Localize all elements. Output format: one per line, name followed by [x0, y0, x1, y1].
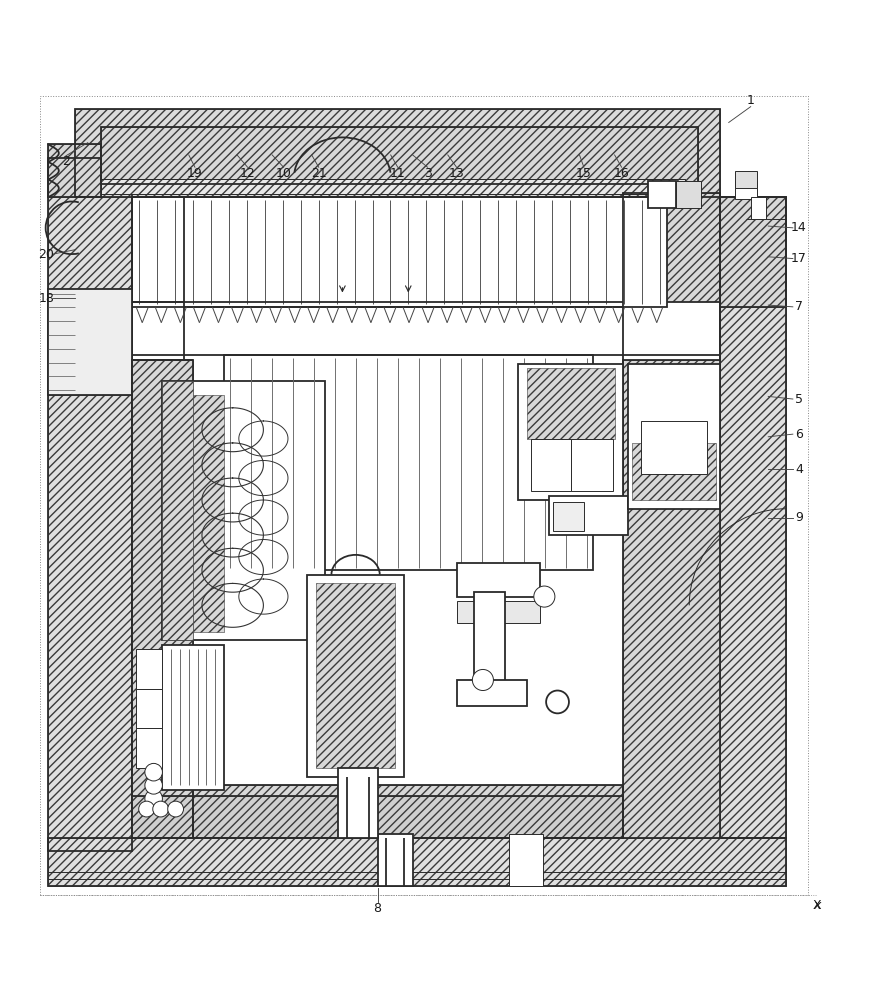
Bar: [39, 96, 807, 895]
Bar: [719, 197, 785, 307]
Text: 16: 16: [613, 167, 629, 180]
Bar: [307, 575, 403, 777]
Bar: [456, 601, 539, 623]
Bar: [132, 197, 184, 360]
Bar: [136, 649, 162, 689]
Bar: [526, 368, 614, 439]
Text: 1: 1: [746, 94, 753, 107]
Text: 8: 8: [373, 902, 381, 915]
Bar: [474, 592, 504, 684]
Bar: [623, 193, 719, 364]
Text: 20: 20: [39, 248, 54, 261]
Bar: [623, 360, 719, 838]
Bar: [570, 439, 612, 491]
Bar: [132, 302, 719, 838]
Bar: [101, 179, 684, 194]
Bar: [734, 181, 756, 199]
Circle shape: [153, 801, 168, 817]
Bar: [316, 583, 395, 768]
Text: 9: 9: [795, 511, 802, 524]
Text: 5: 5: [794, 393, 802, 406]
Text: 12: 12: [239, 167, 255, 180]
Bar: [623, 193, 719, 364]
Bar: [647, 181, 675, 208]
Bar: [631, 443, 715, 500]
Text: 15: 15: [575, 167, 591, 180]
Circle shape: [472, 669, 493, 691]
Bar: [734, 171, 756, 188]
Circle shape: [533, 586, 554, 607]
Bar: [48, 838, 785, 886]
Bar: [101, 179, 684, 194]
Circle shape: [139, 801, 154, 817]
Bar: [338, 768, 377, 838]
Text: 3: 3: [424, 167, 431, 180]
Text: 6: 6: [795, 428, 802, 441]
Bar: [456, 563, 539, 597]
Text: x: x: [812, 899, 819, 912]
Text: 4: 4: [795, 463, 802, 476]
Bar: [48, 144, 101, 197]
Circle shape: [545, 691, 568, 713]
Circle shape: [145, 777, 162, 794]
Bar: [132, 796, 623, 838]
Bar: [456, 680, 526, 706]
Circle shape: [145, 763, 162, 781]
Bar: [48, 289, 132, 395]
Bar: [509, 834, 542, 886]
Bar: [136, 728, 162, 768]
Bar: [132, 197, 184, 360]
Bar: [136, 689, 162, 728]
Bar: [377, 834, 412, 886]
Bar: [640, 421, 706, 474]
Text: 10: 10: [275, 167, 291, 180]
Bar: [750, 197, 766, 219]
Text: 7: 7: [794, 300, 802, 313]
Text: 19: 19: [187, 167, 203, 180]
Bar: [193, 785, 623, 838]
Bar: [48, 158, 132, 851]
Bar: [132, 360, 193, 838]
Bar: [162, 381, 324, 640]
Text: 2: 2: [62, 155, 69, 168]
Text: 14: 14: [790, 221, 806, 234]
Bar: [193, 395, 224, 632]
Bar: [162, 381, 193, 640]
Bar: [719, 197, 785, 838]
Bar: [531, 439, 570, 491]
Bar: [548, 496, 627, 535]
Text: 11: 11: [389, 167, 405, 180]
Bar: [517, 364, 623, 500]
Bar: [75, 109, 719, 197]
Text: X: X: [811, 899, 820, 912]
Bar: [623, 360, 719, 838]
Bar: [132, 197, 667, 307]
Text: 18: 18: [39, 292, 54, 305]
Circle shape: [145, 790, 162, 807]
Bar: [101, 127, 697, 184]
Bar: [719, 197, 785, 838]
Bar: [48, 158, 132, 851]
Circle shape: [168, 801, 183, 817]
Bar: [48, 838, 785, 886]
Bar: [193, 785, 623, 838]
Bar: [719, 197, 785, 307]
Bar: [48, 289, 132, 395]
Bar: [675, 181, 700, 208]
Bar: [627, 364, 719, 509]
Text: 17: 17: [790, 252, 806, 265]
Bar: [48, 144, 101, 197]
Bar: [224, 355, 592, 570]
Bar: [132, 360, 193, 838]
Text: 13: 13: [448, 167, 464, 180]
Bar: [675, 181, 700, 208]
Bar: [553, 502, 583, 531]
Bar: [75, 109, 719, 197]
Bar: [162, 645, 224, 790]
Text: 21: 21: [310, 167, 326, 180]
Bar: [101, 127, 697, 184]
